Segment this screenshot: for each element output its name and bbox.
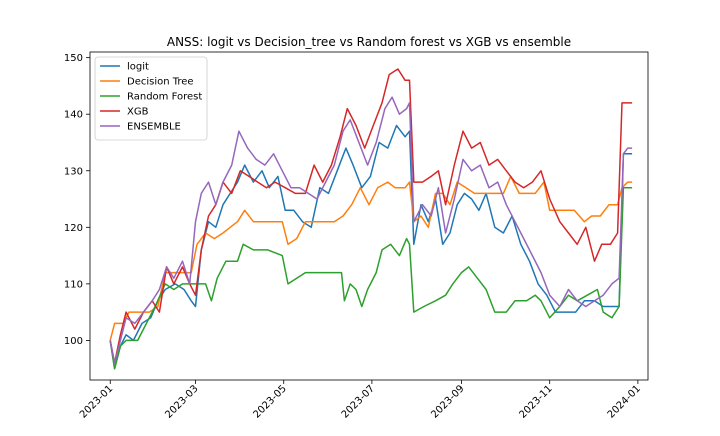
y-tick-label: 130 <box>64 166 83 177</box>
axes-frame <box>89 51 649 381</box>
legend: logit Decision Tree Random Forest XGB ENSEMB… <box>94 56 208 141</box>
series-line-1 <box>109 175 633 341</box>
series-line-2 <box>109 186 633 370</box>
series-line-0 <box>109 124 633 370</box>
y-tick-label: 100 <box>64 336 83 347</box>
legend-label: ENSEMBLE <box>127 122 181 133</box>
legend-label: Decision Tree <box>127 77 194 88</box>
legend-label: XGB <box>127 107 149 118</box>
y-tick-label: 150 <box>64 53 83 64</box>
y-tick-label: 110 <box>64 279 83 290</box>
series-line-4 <box>109 96 633 364</box>
y-tick-label: 120 <box>64 223 83 234</box>
chart-title: ANSS: logit vs Decision_tree vs Random f… <box>167 35 571 49</box>
legend-label: Random Forest <box>127 92 202 103</box>
y-axis: 100 110 120 130 140 150 <box>64 53 90 347</box>
legend-label: logit <box>127 62 149 73</box>
series-layer <box>109 68 633 370</box>
y-tick-label: 140 <box>64 110 83 121</box>
legend-box <box>94 56 208 141</box>
